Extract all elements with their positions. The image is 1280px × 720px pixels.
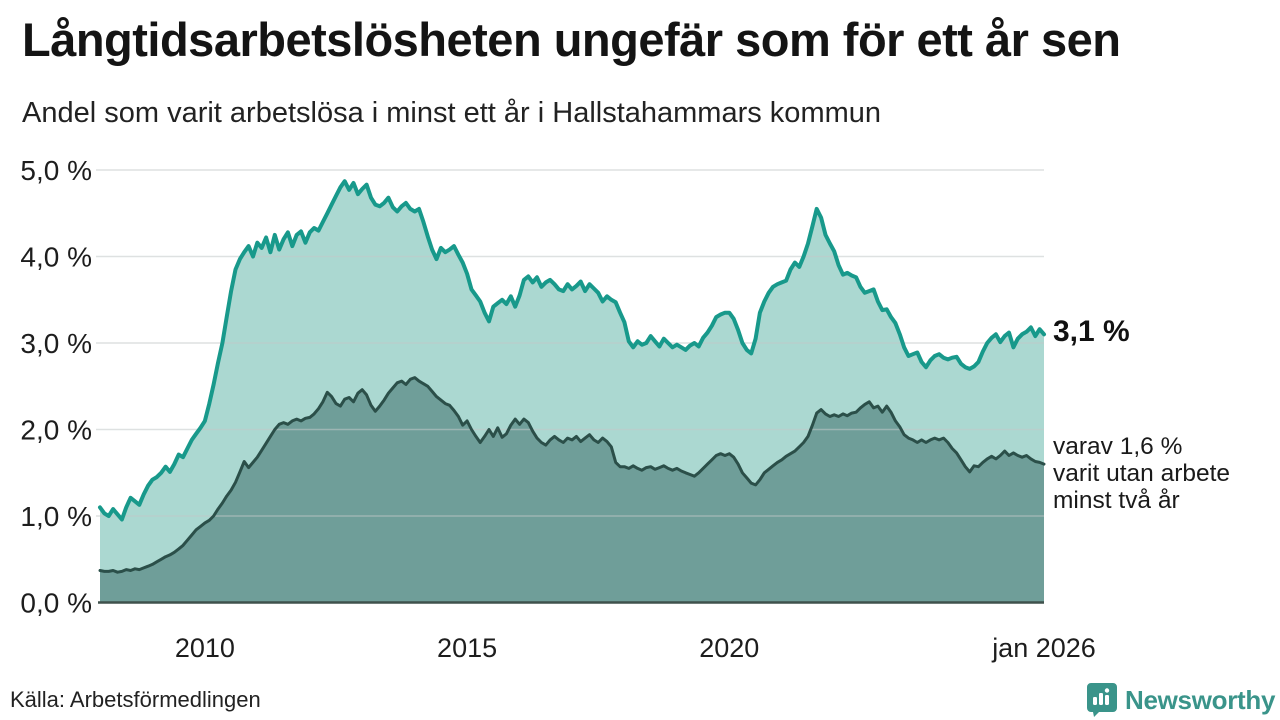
series-line [98, 179, 1046, 522]
sub-annotation-line: varit utan arbete [1053, 460, 1231, 487]
y-tick-label: 5,0 % [20, 155, 92, 186]
y-tick-label: 2,0 % [20, 415, 92, 446]
y-tick-label: 0,0 % [20, 588, 92, 619]
sub-annotation-line: minst två år [1053, 487, 1180, 514]
y-tick-label: 3,0 % [20, 328, 92, 359]
last-value-annotation: 3,1 % [1053, 315, 1130, 348]
x-tick-label: 2015 [437, 633, 497, 663]
sub-annotation: varav 1,6 % varit utan arbete minst två … [1053, 433, 1230, 514]
y-tick-label: 1,0 % [20, 501, 92, 532]
sub-annotation-line: varav 1,6 % [1053, 433, 1183, 460]
x-tick-label: jan 2026 [991, 633, 1096, 663]
y-tick-label: 4,0 % [20, 242, 92, 273]
area-fill [100, 377, 1044, 603]
newsworthy-icon [1086, 682, 1118, 718]
x-tick-label: 2020 [699, 633, 759, 663]
x-tick-label: 2010 [175, 633, 235, 663]
brand-logo: Newsworthy [1086, 682, 1275, 718]
brand-name: Newsworthy [1125, 684, 1276, 715]
page-title: Långtidsarbetslösheten ungefär som för e… [22, 13, 1121, 66]
series-line [98, 376, 1046, 574]
source-credit: Källa: Arbetsförmedlingen [10, 687, 261, 712]
page-subtitle: Andel som varit arbetslösa i minst ett å… [22, 97, 882, 129]
